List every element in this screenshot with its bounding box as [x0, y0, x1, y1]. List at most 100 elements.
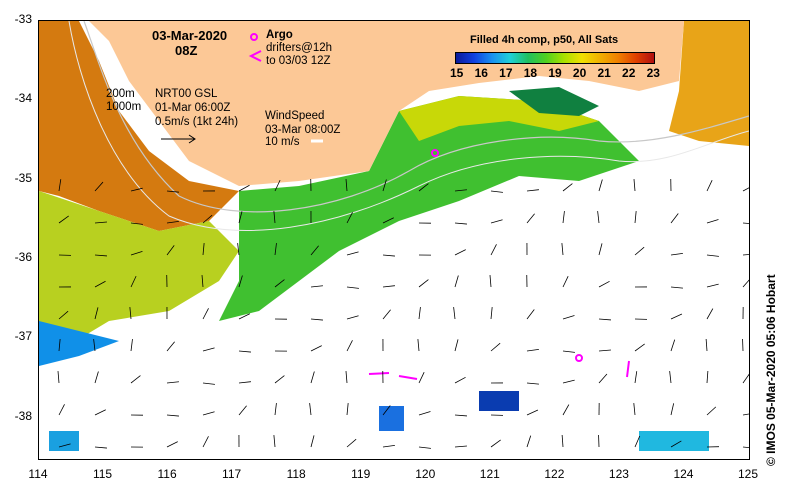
wind-arrow — [201, 275, 204, 288]
wind-arrow — [310, 345, 322, 352]
wind-arrow — [58, 443, 71, 448]
wind-arrow — [58, 339, 61, 352]
wind-arrow — [490, 439, 501, 448]
contour-200m — [83, 21, 749, 213]
wind-arrow — [742, 279, 749, 288]
wind-arrow — [274, 375, 285, 384]
wind-arrow — [490, 219, 503, 224]
wind-arrow — [202, 411, 215, 416]
wind-arrow — [345, 179, 348, 192]
wind-arrow — [58, 310, 69, 320]
wind-arrow — [202, 243, 205, 256]
sst-band-green — [219, 96, 639, 321]
wind-arrow — [93, 339, 96, 352]
drifter-legend-line1: drifters@12h — [266, 42, 333, 54]
wind-arrow — [526, 349, 539, 352]
wind-arrows — [57, 178, 749, 449]
sst-east-warm — [669, 21, 749, 146]
drifter-track-2 — [398, 375, 418, 380]
x-tick-label: 115 — [92, 467, 113, 481]
wind-arrow — [670, 286, 683, 289]
colorbar-tick-label: 22 — [622, 66, 636, 80]
wind-arrow — [634, 211, 637, 224]
wind-arrow — [490, 244, 497, 256]
colorbar-tick-label: 18 — [523, 66, 538, 80]
wind-arrow — [310, 318, 323, 321]
wind-arrow — [58, 179, 62, 192]
wind-arrow — [382, 179, 387, 192]
wind-arrow — [670, 403, 675, 416]
wind-arrow — [706, 308, 714, 320]
wind-arrow — [454, 222, 467, 225]
wind-arrow — [561, 243, 564, 256]
x-tick-label: 118 — [286, 467, 306, 481]
wind-arrow — [237, 243, 240, 256]
sst-patch-1 — [479, 391, 519, 411]
wind-arrow — [490, 190, 503, 193]
drifter-legend-icon — [248, 50, 262, 62]
wind-arrow — [382, 285, 395, 288]
wind-arrow — [238, 405, 247, 416]
current-legend-product: NRT00 GSL — [155, 88, 218, 100]
drifter-legend-line2: to 03/03 12Z — [266, 55, 331, 67]
x-tick-label: 120 — [415, 467, 436, 481]
wind-arrow — [382, 254, 395, 257]
argo-legend-label: Argo — [266, 29, 293, 41]
wind-arrow — [346, 212, 353, 224]
wind-arrow — [454, 189, 467, 192]
y-tick-label: -33 — [14, 12, 32, 26]
wind-arrow — [418, 371, 425, 384]
x-tick-label: 114 — [28, 467, 48, 481]
wind-arrow — [94, 221, 107, 224]
wind-arrow — [598, 280, 610, 288]
map-hour: 08Z — [175, 43, 198, 58]
colorbar-tick-label: 16 — [474, 66, 488, 80]
wind-arrow — [130, 187, 143, 192]
wind-arrow — [166, 220, 179, 224]
wind-arrow — [598, 179, 603, 192]
wind-arrow — [454, 339, 459, 352]
sst-west-warm — [39, 21, 239, 231]
wind-arrow — [562, 315, 575, 320]
colorbar-tick-label: 21 — [597, 66, 611, 80]
wind-arrow — [490, 307, 493, 320]
wind-arrow — [561, 435, 564, 448]
wind-arrow — [526, 309, 535, 320]
wind-arrow — [274, 179, 281, 192]
wind-arrow — [238, 275, 243, 288]
wind-arrow — [634, 343, 645, 352]
colorbar-tick-label: 19 — [548, 66, 562, 80]
wind-arrow — [382, 405, 391, 416]
x-tick-label: 123 — [608, 467, 629, 481]
wind-arrow — [130, 275, 137, 288]
wind-arrow — [562, 350, 575, 353]
wind-arrow — [274, 403, 277, 416]
map-date: 03-Mar-2020 — [152, 28, 228, 43]
depth-label-200: 200m — [106, 88, 135, 100]
wind-arrow — [526, 435, 532, 448]
wind-arrow — [166, 381, 179, 384]
wind-arrow — [706, 406, 717, 416]
wind-arrow — [57, 371, 60, 384]
wind-arrow — [742, 413, 749, 416]
wind-arrow — [129, 307, 132, 320]
wind-arrow — [598, 318, 611, 321]
wind-arrow — [58, 215, 69, 224]
wind-arrow — [310, 245, 319, 256]
wind-arrow — [130, 222, 143, 225]
wind-arrow — [670, 339, 676, 352]
argo-float-2 — [575, 354, 583, 362]
wind-arrow — [489, 275, 492, 288]
wind-arrow — [706, 283, 719, 288]
wind-arrow — [58, 404, 65, 416]
current-legend-date: 01-Mar 06:00Z — [155, 102, 231, 114]
wind-arrow — [346, 438, 357, 448]
colorbar-tick-label: 15 — [450, 66, 464, 80]
wind-arrow — [706, 371, 709, 384]
wind-arrow — [670, 253, 683, 256]
wind-arrow — [670, 440, 682, 448]
x-tick-label: 122 — [544, 467, 565, 481]
wind-arrow — [634, 435, 641, 448]
wind-arrow — [453, 307, 456, 320]
current-scale-arrow — [161, 134, 196, 144]
